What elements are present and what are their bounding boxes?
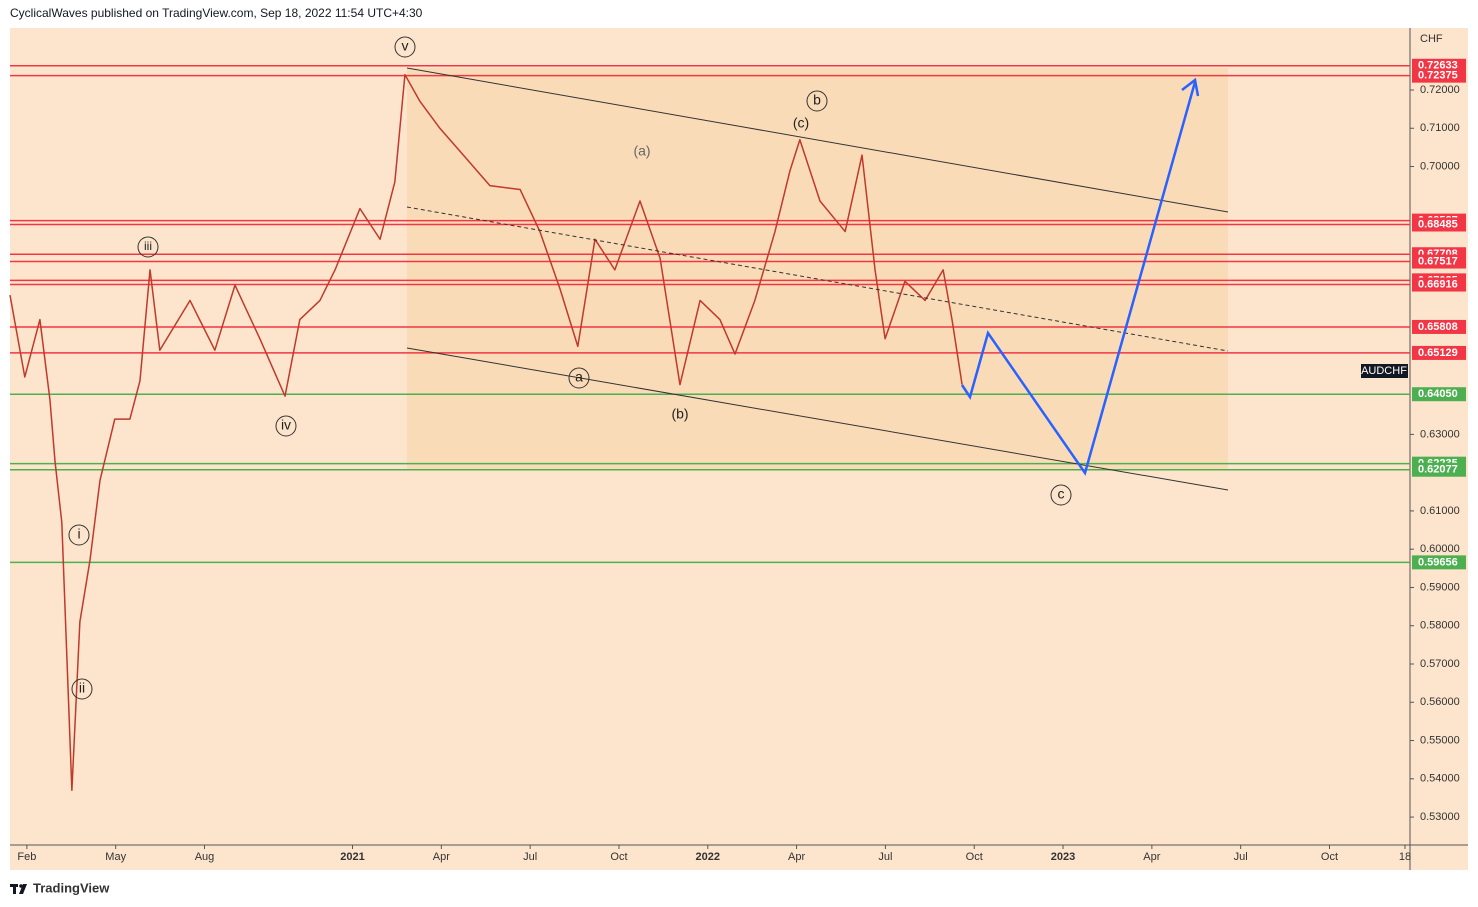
- wave-labels: [68, 36, 1072, 700]
- y-tick-label: 0.54000: [1420, 773, 1460, 785]
- wave-label: iii: [144, 239, 152, 253]
- price-line: [9, 73, 963, 792]
- wave-label: c: [1058, 486, 1065, 502]
- channel-upper: [406, 67, 1229, 213]
- logo-part: [19, 884, 27, 894]
- plot-background: [10, 28, 1410, 845]
- y-tick-label: 0.71000: [1420, 122, 1460, 134]
- wave-label: b: [813, 92, 821, 108]
- wave-circle: [568, 367, 590, 389]
- x-tick-label: Oct: [1321, 851, 1338, 863]
- footer-brand: TradingView: [33, 880, 110, 895]
- x-tick-label: Aug: [195, 851, 215, 863]
- level-tag: [1412, 345, 1466, 360]
- x-tick-label: Jul: [878, 851, 892, 863]
- y-tick-label: 0.58000: [1420, 620, 1460, 632]
- x-tick-label: Oct: [610, 851, 627, 863]
- x-tick-label: Apr: [788, 851, 805, 863]
- wave-circle: [275, 415, 297, 437]
- symbol-tag: [1361, 364, 1408, 378]
- y-tick-label: 0.55000: [1420, 734, 1460, 746]
- level-label: 0.65808: [1418, 321, 1458, 333]
- channel-mid: [406, 206, 1229, 352]
- time-axis: [10, 845, 1468, 870]
- wave-label: a: [575, 369, 583, 385]
- level-label: 0.59656: [1418, 556, 1458, 568]
- wave-label: (b): [671, 406, 688, 422]
- x-tick-label: Jul: [1234, 851, 1248, 863]
- wave-circle: [68, 524, 90, 546]
- level-tag: [1412, 254, 1466, 269]
- header-title: CyclicalWaves published on TradingView.c…: [10, 6, 423, 20]
- x-tick-label: Jul: [523, 851, 537, 863]
- level-tag: [1412, 555, 1466, 570]
- projection-arrowhead: [1181, 77, 1200, 97]
- x-tick-label: 2023: [1051, 851, 1075, 863]
- y-tick-label: 0.59000: [1420, 581, 1460, 593]
- wave-circle: [806, 90, 828, 112]
- level-tag: [1412, 217, 1466, 232]
- level-label: 0.62077: [1418, 464, 1458, 476]
- x-tick-label: Apr: [1143, 851, 1160, 863]
- wave-label: ii: [79, 680, 85, 696]
- level-tag: [1412, 319, 1466, 334]
- x-tick-label: May: [105, 851, 126, 863]
- y-axis-label: CHF: [1420, 33, 1443, 45]
- y-tick-label: 0.60000: [1420, 543, 1460, 555]
- level-tag: [1412, 462, 1466, 477]
- wave-label: v: [402, 38, 409, 54]
- channel-lower: [406, 347, 1229, 491]
- x-tick-label: 2022: [696, 851, 720, 863]
- wave-label: i: [77, 526, 80, 542]
- y-tick-label: 0.57000: [1420, 658, 1460, 670]
- x-tick-label: Oct: [966, 851, 983, 863]
- level-label: 0.65129: [1418, 347, 1458, 359]
- brand-logo: [10, 884, 27, 894]
- x-tick-label: Feb: [17, 851, 36, 863]
- price-axis: [1410, 28, 1468, 845]
- level-tag: [1412, 387, 1466, 402]
- projection-path: [960, 81, 1197, 476]
- y-tick-label: 0.72000: [1420, 84, 1460, 96]
- level-label: 0.64050: [1418, 388, 1458, 400]
- logo-part: [13, 884, 16, 894]
- y-tick-label: 0.63000: [1420, 428, 1460, 440]
- y-tick-label: 0.53000: [1420, 811, 1460, 823]
- x-tick-label: Apr: [433, 851, 450, 863]
- level-label: 0.72375: [1418, 70, 1458, 82]
- wave-circle: [71, 678, 93, 700]
- level-tag: [1412, 277, 1466, 292]
- level-tag: [1412, 68, 1466, 83]
- wave-label: (a): [633, 143, 650, 159]
- level-label: 0.66916: [1418, 278, 1458, 290]
- level-label: 0.68485: [1418, 218, 1458, 230]
- x-tick-label: 18: [1399, 851, 1411, 863]
- y-tick-label: 0.61000: [1420, 505, 1460, 517]
- wave-circle: [137, 236, 159, 258]
- range-box: [407, 68, 1228, 470]
- y-tick-label: 0.56000: [1420, 696, 1460, 708]
- symbol-name: AUDCHF: [1361, 365, 1407, 377]
- wave-circle: [1050, 484, 1072, 506]
- level-label: 0.67517: [1418, 255, 1458, 267]
- y-tick-label: 0.70000: [1420, 160, 1460, 172]
- wave-circle: [394, 36, 416, 58]
- x-tick-label: 2021: [340, 851, 364, 863]
- wave-label: (c): [793, 115, 809, 131]
- wave-label: iv: [281, 417, 291, 433]
